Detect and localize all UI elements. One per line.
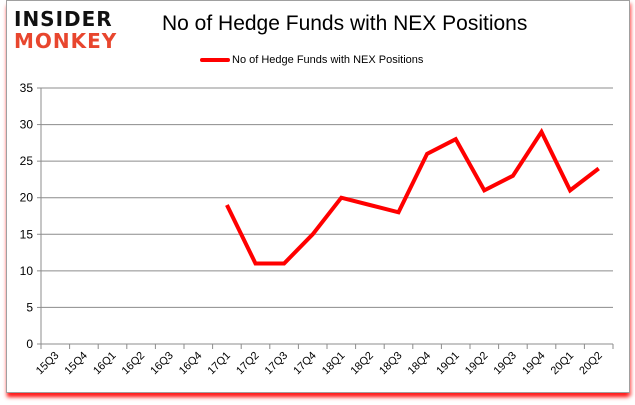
x-tick-label: 17Q3 — [263, 350, 291, 378]
gridlines — [41, 87, 613, 308]
x-tick-label: 19Q4 — [520, 350, 548, 378]
insider-monkey-logo: INSIDER MONKEY — [10, 6, 150, 52]
chart-legend: No of Hedge Funds with NEX Positions — [200, 52, 423, 68]
x-tick-label: 19Q3 — [491, 350, 519, 378]
x-tick-label: 19Q1 — [434, 350, 462, 378]
x-tick-label: 17Q4 — [291, 350, 319, 378]
x-tick-label: 16Q3 — [148, 350, 176, 378]
y-tick-label: 5 — [26, 300, 33, 314]
x-axis-ticks: 15Q3 15Q4 16Q1 16Q2 16Q3 16Q4 17Q1 17Q2 17Q3 17Q4… — [34, 344, 614, 378]
logo-line-2: MONKEY — [14, 29, 118, 53]
y-tick-label: 20 — [20, 191, 34, 205]
x-tick-label: 18Q1 — [320, 350, 348, 378]
data-series — [225, 127, 600, 266]
legend-label: No of Hedge Funds with NEX Positions — [232, 54, 424, 66]
y-tick-label: 35 — [20, 81, 34, 95]
x-tick-label: 15Q4 — [62, 350, 90, 378]
x-tick-label: 20Q1 — [549, 350, 577, 378]
y-tick-label: 10 — [20, 264, 34, 278]
logo-line-1: INSIDER — [14, 7, 113, 31]
y-tick-label: 30 — [20, 118, 34, 132]
y-tick-label: 0 — [26, 337, 33, 351]
chart-frame — [6, 0, 630, 393]
x-tick-label: 18Q2 — [348, 350, 376, 378]
x-tick-label: 17Q1 — [205, 350, 233, 378]
y-tick-label: 15 — [20, 227, 34, 241]
x-tick-label: 16Q2 — [120, 350, 148, 378]
x-tick-label: 18Q4 — [406, 350, 434, 378]
x-tick-label: 20Q2 — [577, 350, 605, 378]
x-tick-label: 16Q4 — [177, 350, 205, 378]
chart-title: No of Hedge Funds with NEX Positions — [162, 12, 528, 35]
x-tick-label: 19Q2 — [463, 350, 491, 378]
x-tick-label: 16Q1 — [91, 350, 119, 378]
y-tick-label: 25 — [20, 154, 34, 168]
series-line — [225, 127, 600, 266]
x-tick-label: 18Q3 — [377, 350, 405, 378]
y-axis-ticks: 0 5 10 15 20 25 30 35 — [20, 81, 41, 351]
legend-line-swatch-icon — [200, 58, 230, 62]
x-tick-label: 15Q3 — [34, 350, 62, 378]
x-tick-label: 17Q2 — [234, 350, 262, 378]
